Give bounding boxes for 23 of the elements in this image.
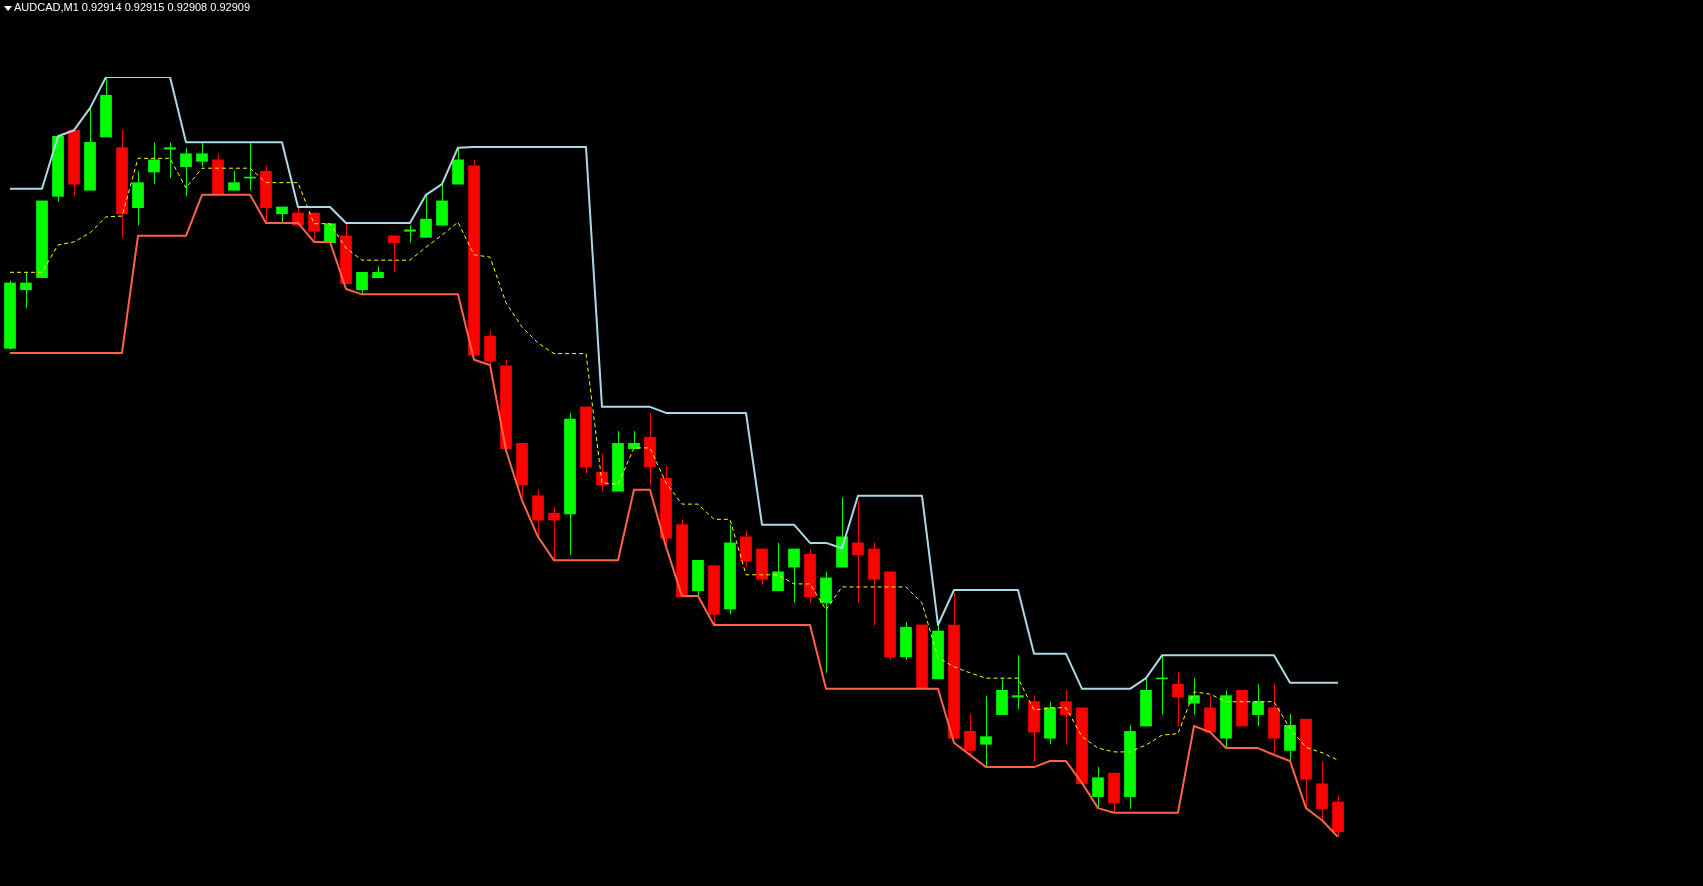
candlestick [180, 147, 192, 197]
candlestick [1188, 677, 1200, 716]
candlestick [772, 542, 784, 592]
candlestick [788, 548, 800, 604]
candlestick [1172, 671, 1184, 727]
candlestick [420, 194, 432, 238]
candlestick [548, 506, 560, 561]
candlestick [1092, 766, 1104, 809]
candlestick [388, 235, 400, 273]
candlestick [164, 141, 176, 179]
candlestick [1012, 654, 1024, 710]
candlestick [20, 271, 32, 309]
candlestick [148, 141, 160, 185]
candlestick [1060, 689, 1072, 745]
candlestick [596, 453, 608, 492]
candlestick [852, 500, 864, 604]
candlestick [980, 695, 992, 767]
chart-title: AUDCAD,M1 0.92914 0.92915 0.92908 0.92909 [14, 1, 251, 13]
candlestick [308, 212, 320, 243]
candlestick [228, 170, 240, 191]
candlestick [1252, 683, 1264, 727]
candlestick [964, 713, 976, 756]
candlestick [196, 141, 208, 168]
